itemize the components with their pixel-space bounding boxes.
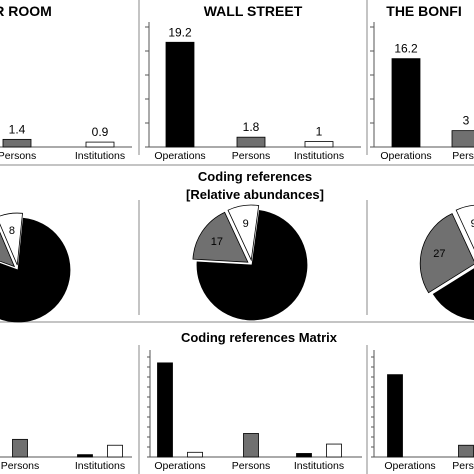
bar-value-label: 1.8 xyxy=(243,120,260,134)
pie-slice xyxy=(196,210,308,321)
pie-slice-label: 17 xyxy=(211,236,223,248)
x-tick-label: Operations xyxy=(380,150,431,162)
bar xyxy=(304,141,334,148)
bar xyxy=(451,130,474,148)
pie-slice-label: 9 xyxy=(471,218,474,230)
x-tick-label: Perso xyxy=(452,150,474,162)
x-tick-label: Persons xyxy=(0,150,36,162)
x-tick-label: Persons xyxy=(232,150,271,162)
relative-abundances-title-line1: Coding references xyxy=(198,169,312,184)
chart-title: THE BONFI xyxy=(386,3,461,19)
pie-slice xyxy=(227,204,260,262)
matrix-bar xyxy=(458,444,474,458)
bar xyxy=(165,41,195,148)
pie-slice-label: 8 xyxy=(9,225,15,237)
pie-slice-label: 73% xyxy=(254,277,284,294)
matrix-bar xyxy=(326,443,342,458)
matrix-bar xyxy=(296,453,312,458)
pie-slice xyxy=(432,268,474,321)
bar-value-label: 16.2 xyxy=(394,42,418,56)
pie-slice xyxy=(419,213,474,294)
matrix-bar xyxy=(157,362,173,458)
relative-abundances-title-line2: [Relative abundances] xyxy=(186,187,324,202)
bar-value-label: 0.9 xyxy=(92,125,109,139)
x-tick-label: Institutions xyxy=(75,150,125,162)
matrix-bar xyxy=(243,433,259,458)
bar-value-label: 19.2 xyxy=(168,25,192,39)
x-tick-label: Institutions xyxy=(75,460,125,472)
x-tick-label: Operations xyxy=(154,460,205,472)
pie-slice xyxy=(0,212,23,266)
bar xyxy=(85,141,115,148)
pie-slice-label: 79% xyxy=(17,283,47,300)
bar xyxy=(2,138,32,148)
matrix-bar xyxy=(77,454,93,458)
pie-slice xyxy=(0,217,71,323)
matrix-bar xyxy=(107,444,123,458)
matrix-bar xyxy=(387,374,403,458)
x-tick-label: Operations xyxy=(384,460,435,472)
x-tick-label: Operations xyxy=(154,150,205,162)
pie-slice-label: 9 xyxy=(243,218,249,230)
bar-value-label: 1.4 xyxy=(9,122,26,136)
x-tick-label: Institutions xyxy=(294,150,344,162)
chart-title: R ROOM xyxy=(0,3,52,19)
bar-value-label: 3 xyxy=(463,114,470,128)
x-tick-label: Persons xyxy=(232,460,271,472)
pie-slice xyxy=(455,204,474,250)
pie-slice-label: 27 xyxy=(433,248,445,260)
chart-title: WALL STREET xyxy=(204,3,303,19)
bar xyxy=(391,58,421,148)
pie-slice xyxy=(192,211,249,263)
bar-value-label: 1 xyxy=(316,125,323,139)
charts-layer: R ROOM 1.4 Persons 0.9 Institutions WALL STRE… xyxy=(0,3,474,472)
x-tick-label: Persons xyxy=(1,460,40,472)
pie-slice xyxy=(0,231,16,268)
matrix-bar xyxy=(12,438,28,458)
x-tick-label: Institutions xyxy=(294,460,344,472)
matrix-bar xyxy=(187,451,203,458)
x-tick-label: Perso xyxy=(452,460,474,472)
bar xyxy=(236,136,266,148)
coding-matrix-title: Coding references Matrix xyxy=(181,330,338,345)
